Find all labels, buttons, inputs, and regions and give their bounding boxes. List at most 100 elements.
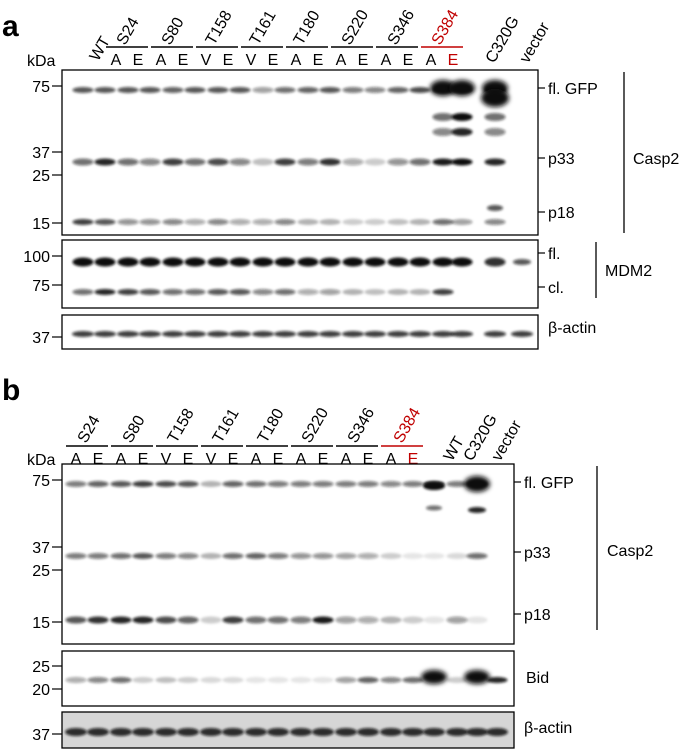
blot-band [409, 257, 431, 267]
blot-band [387, 331, 409, 337]
blot-band [342, 87, 364, 93]
panel-b-sub-labels: A E A E V E V E A E A E A E A E [71, 451, 419, 468]
band-label: fl. [548, 246, 560, 263]
lane-sub-label: E [403, 52, 414, 69]
lane-sub-label: V [161, 451, 172, 468]
blot-band [319, 158, 341, 166]
blot-band [312, 677, 334, 683]
panel-a: a kDa WT S24 S80 T158 T161 T180 S220 S34… [2, 7, 679, 350]
blot-band [139, 219, 161, 225]
blot-band [162, 289, 184, 295]
blot-band [387, 158, 409, 166]
mw-marker: 37 [32, 540, 50, 557]
blot-band [423, 616, 445, 624]
blot-band [139, 289, 161, 295]
blot-band [290, 616, 312, 624]
lane-header: S220 [339, 7, 372, 48]
panel-b-blot2-ticks [52, 665, 62, 690]
blot-band [451, 219, 473, 225]
lane-header: S346 [345, 405, 378, 446]
panel-a-blot2-labels: fl. cl. MDM2 [548, 246, 652, 297]
lane-sub-label: E [313, 52, 324, 69]
blot-band [484, 331, 506, 337]
blot-band [484, 158, 506, 166]
blot-band [484, 128, 506, 136]
blot-band [184, 331, 206, 337]
blot-band [409, 158, 431, 166]
blot-band [267, 553, 289, 559]
lane-header-highlight: S384 [391, 405, 424, 446]
lane-sub-label-highlight: E [448, 52, 459, 69]
blot-band [484, 219, 506, 225]
panel-b: b kDa S24 S80 T158 T161 T180 S220 S346 S… [2, 374, 653, 749]
blot-band [421, 670, 447, 684]
blot-band [312, 616, 334, 624]
blot-band [87, 481, 109, 487]
blot-band [94, 219, 116, 225]
blot-band [94, 158, 116, 166]
lane-header: T161 [210, 406, 243, 446]
blot-band [110, 728, 132, 736]
blot-band [72, 158, 94, 166]
blot-band [207, 219, 229, 225]
blot-band [423, 728, 445, 736]
mw-marker: 37 [32, 330, 50, 347]
blot-band [229, 289, 251, 295]
blot-band [245, 616, 267, 624]
mw-marker: 20 [32, 682, 50, 699]
blot-band [364, 87, 386, 93]
blot-band [512, 219, 533, 225]
mw-marker: 15 [32, 615, 50, 632]
blot-band [117, 87, 139, 93]
blot-band [319, 219, 341, 225]
lane-sub-label: A [291, 52, 302, 69]
blot-band [487, 553, 508, 559]
blot-band [446, 728, 468, 736]
blot-band [94, 87, 116, 93]
blot-band [342, 158, 364, 166]
blot-band [274, 219, 296, 225]
blot-band [184, 219, 206, 225]
blot-band [110, 677, 132, 683]
blot-band [132, 481, 154, 487]
blot-band [177, 553, 199, 559]
blot-band [274, 87, 296, 93]
mw-marker: 100 [23, 249, 50, 266]
blot-band [511, 331, 533, 337]
lane-sub-label: A [381, 52, 392, 69]
blot-band [364, 331, 386, 337]
blot-band [432, 113, 454, 121]
blot-band [177, 481, 199, 487]
blot-band [364, 289, 386, 295]
blot-band [319, 257, 341, 267]
lane-header: vector [517, 19, 554, 66]
blot-band [364, 158, 386, 166]
blot-band [484, 257, 506, 267]
blot-band [487, 481, 508, 487]
panel-a-blot-mdm2 [61, 239, 539, 309]
band-label: p33 [548, 151, 575, 168]
blot-band [290, 553, 312, 559]
blot-band [464, 476, 490, 492]
blot-band [342, 219, 364, 225]
lane-sub-label: A [341, 451, 352, 468]
lane-header: S220 [299, 405, 332, 446]
blot-band [72, 289, 94, 295]
blot-band [252, 289, 274, 295]
blot-band [229, 219, 251, 225]
mw-marker: 75 [32, 278, 50, 295]
mw-marker: 25 [32, 563, 50, 580]
blot-band [487, 205, 503, 211]
blot-band [94, 331, 116, 337]
blot-band [267, 677, 289, 683]
blot-band [451, 128, 473, 136]
blot-band [297, 331, 319, 337]
blot-band [72, 257, 94, 267]
blot-band [449, 80, 475, 96]
blot-band [342, 331, 364, 337]
blot-band [357, 481, 379, 487]
mw-marker: 75 [32, 473, 50, 490]
blot-band [335, 677, 357, 683]
blot-band [72, 331, 94, 337]
blot-band [155, 481, 177, 487]
